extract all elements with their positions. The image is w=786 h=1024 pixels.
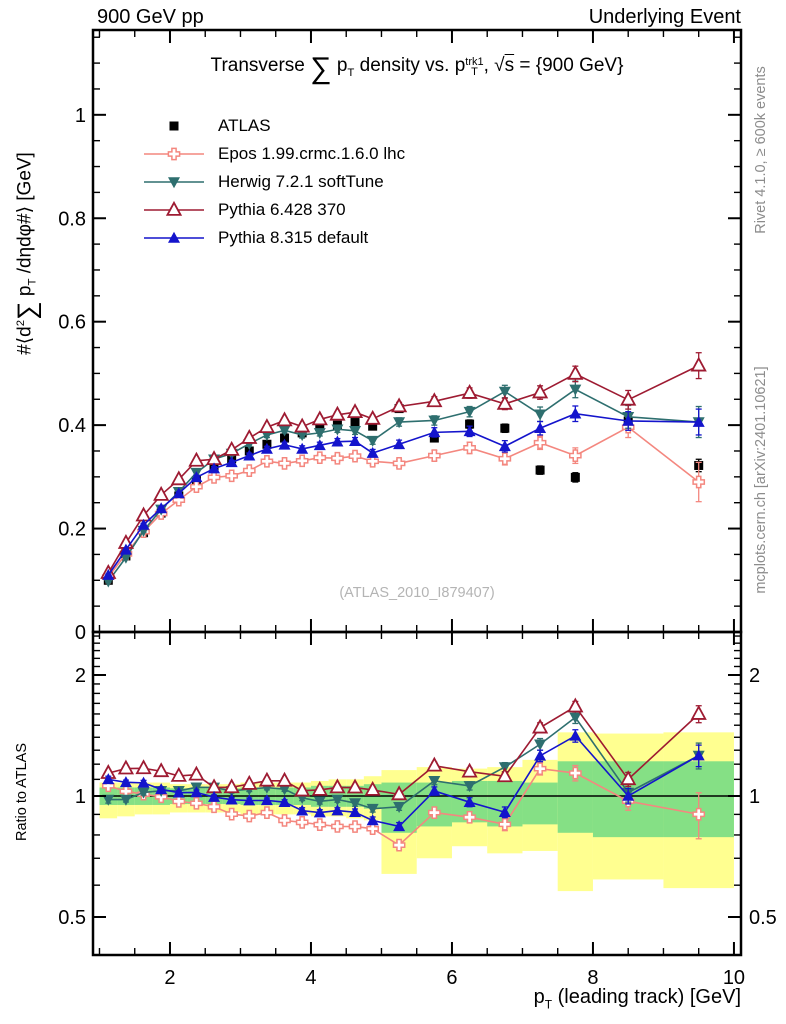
series-main-pythia6 — [100, 352, 707, 579]
rivet-version-note: Rivet 4.1.0, ≥ 600k events — [753, 66, 769, 234]
legend-label-pythia8: Pythia 8.315 default — [218, 228, 369, 247]
ylabel-sum-symbol: ∑ — [11, 301, 42, 320]
legend-marker-epos — [144, 147, 204, 161]
x-tick-label: 10 — [723, 967, 745, 989]
x-tick-label: 2 — [164, 967, 175, 989]
y-tick-label: 1 — [75, 105, 86, 127]
y-tick-label: 0.4 — [58, 415, 86, 437]
legend-marker-pythia6 — [144, 200, 204, 216]
ylabel-sup-2: 2 — [15, 319, 28, 327]
series-ratio-pythia6 — [100, 697, 707, 801]
y-tick-label: 0.2 — [58, 519, 86, 541]
series-main-epos — [101, 416, 706, 584]
title-sqrt-s: s — [504, 55, 515, 76]
title-text-1: Transverse — [210, 55, 311, 76]
title-text-2: p — [331, 55, 348, 76]
legend-item-pythia6: Pythia 6.428 370 — [142, 196, 405, 224]
xlabel-sub-t: T — [544, 997, 553, 1012]
ylabel-text-3: /dηdφ#⟩ [GeV] — [14, 152, 36, 279]
title-text-3: density vs. p — [354, 55, 466, 76]
x-tick-label: 4 — [305, 967, 316, 989]
observable-group-label: Underlying Event — [588, 6, 741, 28]
sum-symbol: ∑ — [310, 52, 332, 85]
y-tick-label: 0.6 — [58, 312, 86, 334]
legend-label-herwig: Herwig 7.2.1 softTune — [218, 172, 384, 191]
ratio-uncertainty-bands — [99, 732, 734, 892]
ylabel-text-2: p — [14, 285, 36, 302]
legend-item-herwig: Herwig 7.2.1 softTune — [142, 168, 405, 196]
legend-label-pythia6: Pythia 6.428 370 — [218, 200, 346, 219]
ratio-tick-label-left: 1 — [75, 786, 86, 808]
ratio-tick-label-right: 2 — [749, 665, 760, 687]
legend-marker-atlas — [169, 121, 179, 131]
ratio-tick-label-right: 1 — [749, 786, 760, 808]
x-axis-title: pT (leading track) [GeV] — [534, 986, 741, 1011]
ratio-tick-label-left: 0.5 — [58, 907, 86, 929]
title-text-4: , — [483, 55, 495, 76]
x-tick-label: 8 — [587, 967, 598, 989]
ylabel-sub-t: T — [26, 278, 39, 286]
legend-label-epos: Epos 1.99.crmc.1.6.0 lhc — [218, 144, 406, 163]
title-pt-trk1: trk1 T — [465, 56, 484, 78]
legend-marker-herwig — [144, 177, 204, 189]
xlabel-p: p — [533, 986, 545, 1008]
y-tick-label: 0.8 — [58, 208, 86, 230]
analysis-watermark: (ATLAS_2010_I879407) — [339, 585, 495, 601]
legend-item-epos: Epos 1.99.crmc.1.6.0 lhc — [142, 140, 405, 168]
ylabel-text-1: #⟨d — [14, 326, 36, 355]
beam-label: 900 GeV pp — [97, 6, 204, 28]
ratio-tick-label-left: 2 — [75, 665, 86, 687]
ratio-tick-label-right: 0.5 — [749, 907, 777, 929]
title-text-5: = {900 GeV} — [514, 55, 624, 76]
ratio-axis-title: Ratio to ATLAS — [14, 742, 30, 842]
xlabel-text: (leading track) [GeV] — [552, 986, 741, 1008]
title-sub-t: T — [347, 67, 355, 80]
y-axis-title: #⟨d2∑ pT /dηdφ#⟩ [GeV] — [12, 0, 43, 514]
series-main-atlas — [103, 404, 704, 585]
legend-item-atlas: ATLAS — [142, 112, 405, 140]
title-sub-t2: T — [471, 66, 478, 78]
x-tick-label: 6 — [446, 967, 457, 989]
green-band-bin — [522, 782, 558, 825]
series-ratio-pythia8 — [102, 729, 705, 832]
legend-label-atlas: ATLAS — [218, 116, 271, 135]
axis-ticks — [93, 30, 741, 955]
legend: ATLAS Epos 1.99.crmc.1.6.0 lhc Herwig 7.2.… — [142, 112, 405, 252]
plot-title: Transverse ∑ pT density vs. p trk1 T, √s =… — [93, 52, 741, 86]
series-main-pythia8 — [102, 405, 705, 580]
sqrt-symbol: √ — [494, 55, 505, 76]
legend-item-pythia8: Pythia 8.315 default — [142, 224, 405, 252]
mcplots-arxiv-note: mcplots.cern.ch [arXiv:2401.10621] — [753, 366, 769, 594]
legend-marker-pythia8 — [144, 231, 204, 243]
y-tick-label-zero: 0 — [75, 622, 86, 644]
title-sup-trk1: trk1 — [465, 56, 484, 68]
